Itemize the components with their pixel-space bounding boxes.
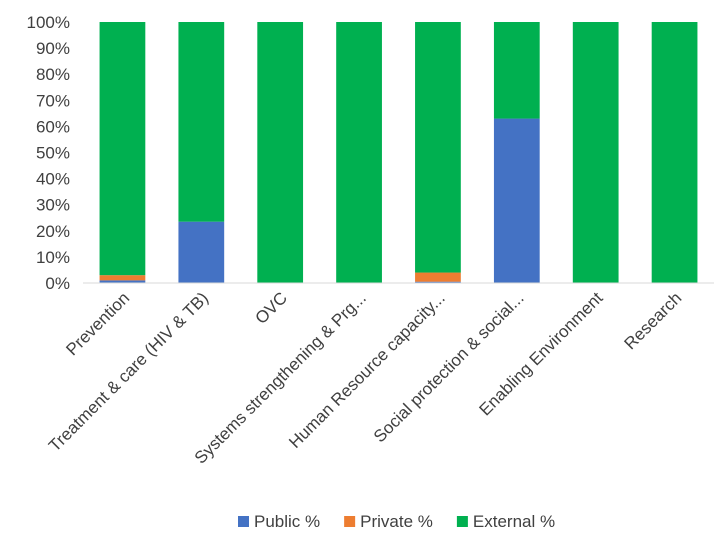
bar-segment-private xyxy=(415,272,461,282)
y-tick-label: 100% xyxy=(27,13,70,32)
x-tick-label: Research xyxy=(621,288,686,353)
legend-label: Public % xyxy=(254,512,320,531)
y-tick-label: 60% xyxy=(36,117,70,136)
y-tick-label: 20% xyxy=(36,222,70,241)
legend-swatch xyxy=(456,516,468,527)
x-tick-label: OVC xyxy=(252,288,291,327)
y-tick-label: 70% xyxy=(36,91,70,110)
y-tick-label: 90% xyxy=(36,39,70,58)
legend: Public % Private % External % xyxy=(238,512,555,531)
y-axis: 0% 10% 20% 30% 40% 50% 60% 70% 80% 90% 100% xyxy=(27,13,70,293)
bar-segment-external xyxy=(572,22,619,283)
bars-group xyxy=(99,22,698,283)
bar-segment-external xyxy=(493,22,540,119)
x-tick-label: Systems strengthening & Prg... xyxy=(191,288,370,467)
legend-label: External % xyxy=(473,512,555,531)
bar-segment-public xyxy=(99,280,146,283)
legend-label: Private % xyxy=(360,512,433,531)
bar-segment-public xyxy=(415,281,461,283)
y-tick-label: 80% xyxy=(36,65,70,84)
bar-segment-external xyxy=(257,22,304,283)
legend-swatch xyxy=(344,516,356,527)
y-tick-label: 40% xyxy=(36,170,70,189)
bar-segment-external xyxy=(336,22,382,283)
legend-swatch xyxy=(238,516,249,527)
x-tick-label: Social protection & social... xyxy=(370,288,528,446)
x-tick-label: Prevention xyxy=(62,288,133,359)
y-tick-label: 50% xyxy=(36,144,70,163)
y-tick-label: 30% xyxy=(36,196,70,215)
bar-segment-public xyxy=(493,118,540,283)
x-tick-label: Human Resource capacity... xyxy=(285,288,449,452)
y-tick-label: 10% xyxy=(36,248,70,267)
bar-segment-external xyxy=(651,22,698,283)
x-tick-label: Treatment & care (HIV & TB) xyxy=(45,288,212,455)
bar-segment-external xyxy=(99,22,146,276)
bar-segment-external xyxy=(415,22,461,273)
bar-segment-private xyxy=(99,275,146,281)
bar-segment-public xyxy=(178,221,225,283)
y-tick-label: 0% xyxy=(45,274,70,293)
bar-segment-external xyxy=(178,22,225,222)
